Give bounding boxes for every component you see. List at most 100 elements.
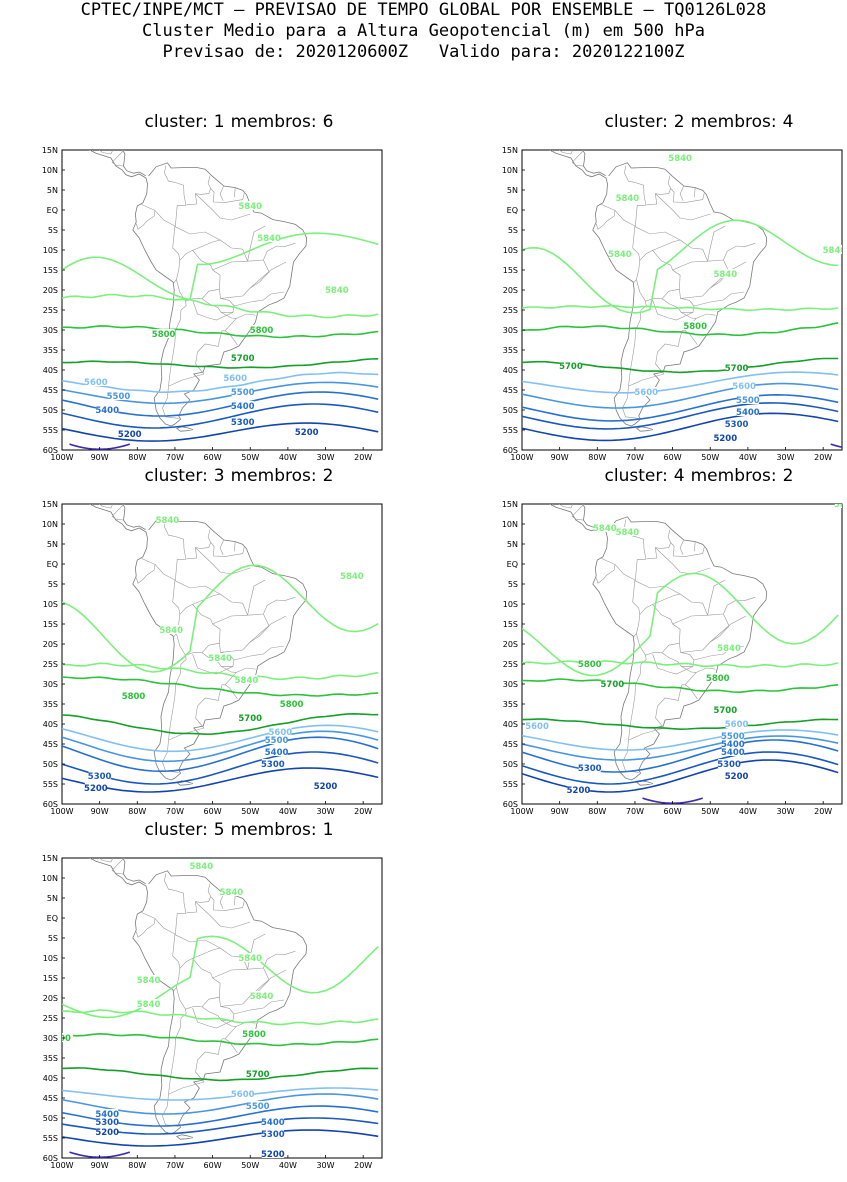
country-border [250,613,270,643]
country-border [233,291,285,307]
country-border [111,150,125,167]
country-border [652,239,708,262]
cluster-number: 5 [213,820,225,840]
contour-label: 5400 [95,1110,119,1120]
contour-label: 5200 [725,772,749,782]
lat-tick-label: 35S [43,700,58,709]
contour-line [62,676,379,697]
contour-label-bg [156,515,179,524]
country-border [111,504,125,521]
contour-label-bg [107,391,130,400]
contour-line [62,1032,379,1047]
country-border [247,950,296,970]
lon-tick-label: 60W [664,453,682,462]
contour-label-bg [224,373,247,382]
country-border [694,541,696,552]
lat-tick-label: EQ [507,206,518,215]
map-plot: 5840 5840 5840 5840 5840 5800 5700 5700 5600 5600… [502,146,843,462]
lat-tick-label: 15N [42,146,58,155]
country-border [710,613,730,643]
contour-label: 5840 [137,1000,161,1010]
country-border [164,873,187,935]
country-border [624,165,647,227]
contour-line [62,422,379,442]
cluster-panel-1: cluster: 1 membros: 6 5840 5840 5840 5800 5800 57… [42,112,433,472]
lat-tick-label: 10S [43,954,58,963]
lat-tick-label: 30S [43,326,58,335]
country-border [212,225,266,271]
contour-line [522,393,839,422]
lat-tick-label: 45S [43,740,58,749]
country-border [210,896,245,911]
contour-label-bg [96,1117,119,1126]
map-plot: 5840 5840 5840 5840 5840 5800 5800 5700 56005500… [42,500,383,816]
cluster-panel-3: cluster: 3 membros: 2 5840 5840 5840 5840 5840 58… [42,466,433,826]
contour-label: 5600 [732,382,756,392]
contour-label-bg [526,721,549,730]
lat-tick-label: EQ [47,914,58,923]
country-border [696,667,716,673]
contour-label: 5300 [261,1130,285,1140]
contour-label-bg [601,679,624,688]
country-border [236,667,256,673]
contour-label-bg [209,653,232,662]
country-border [247,596,296,616]
lat-tick-label: 30S [43,1034,58,1043]
contour-label: 5800 [122,692,146,702]
country-border [168,1051,219,1095]
contour-label-bg [269,727,292,736]
contour-line [62,1009,379,1026]
lat-tick-label: 45S [43,1094,58,1103]
contour-label-bg [88,771,111,780]
map-plot: 5840 5840 5840 5800 5800 5700 5600 5600 5500 5500… [42,146,383,462]
lat-tick-label: 45S [503,386,518,395]
coastline [635,426,654,432]
country-border [571,504,585,521]
contour-label: 5700 [559,362,583,372]
contour-label: 5600 [725,720,749,730]
contour-label: 5500 [721,732,745,742]
country-border [707,242,756,262]
contour-label-bg [243,1029,265,1038]
contour-label-bg [84,783,107,792]
contour-line [62,1129,379,1147]
lat-tick-label: 40S [43,720,58,729]
contour-label: 5840 [257,234,281,244]
country-border [135,912,156,938]
cluster-panel-title: cluster: 4 membros: 2 [539,466,847,488]
lat-tick-label: 30S [503,680,518,689]
lon-tick-label: 60W [204,1161,222,1170]
members-label: membros: [690,466,777,486]
country-border [186,883,212,914]
contour-label: 5500 [246,1102,270,1112]
lon-tick-label: 40W [739,453,757,462]
contour-label: 5400 [231,402,255,412]
lat-tick-label: 20S [503,640,518,649]
members-count: 1 [322,820,334,840]
country-border [234,187,236,198]
lat-tick-label: 45S [503,740,518,749]
contour-label: 5840 [616,194,640,204]
lat-tick-label: 35S [43,346,58,355]
contour-label-bg [559,361,582,370]
lon-tick-label: 20W [814,453,832,462]
lon-tick-label: 90W [91,453,109,462]
country-border [595,558,616,584]
lat-tick-label: 30S [503,326,518,335]
lat-tick-label: 15N [502,146,518,155]
contour-label-bg [616,193,639,202]
contour-label: 5200 [713,434,737,444]
coastline [175,426,194,432]
contour-label: 5700 [725,364,749,374]
contour-label-bg [718,759,741,768]
contour-line [62,1067,379,1082]
country-border [162,987,187,1127]
country-border [694,187,696,198]
contour-label-bg [721,731,744,740]
contour-label: 5200 [295,428,319,438]
contour-label: 5800 [683,322,707,332]
contour-label: 5300 [261,760,285,770]
country-border [179,958,221,1010]
members-label: membros: [230,466,317,486]
lat-tick-label: 35S [503,700,518,709]
